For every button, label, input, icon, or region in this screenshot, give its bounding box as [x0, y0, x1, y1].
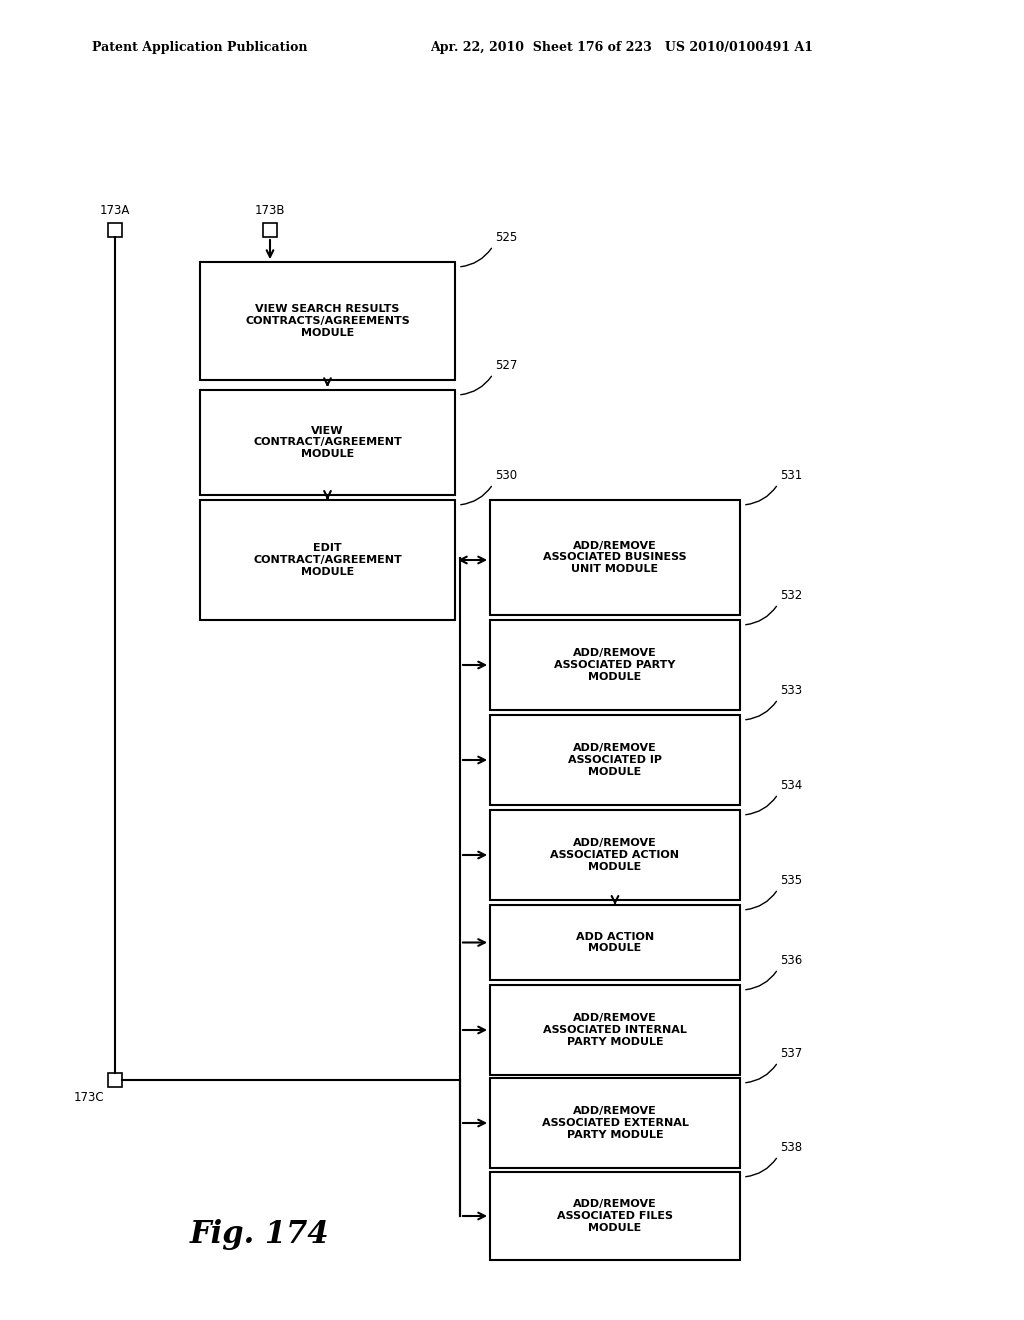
- Text: VIEW
CONTRACT/AGREEMENT
MODULE: VIEW CONTRACT/AGREEMENT MODULE: [253, 426, 401, 459]
- Text: ADD/REMOVE
ASSOCIATED IP
MODULE: ADD/REMOVE ASSOCIATED IP MODULE: [568, 743, 662, 776]
- Text: 536: 536: [780, 954, 802, 968]
- Text: 530: 530: [495, 469, 517, 482]
- Bar: [490, 715, 740, 805]
- Text: 537: 537: [780, 1047, 802, 1060]
- Text: Apr. 22, 2010  Sheet 176 of 223   US 2010/0100491 A1: Apr. 22, 2010 Sheet 176 of 223 US 2010/0…: [430, 41, 813, 54]
- Text: ADD/REMOVE
ASSOCIATED BUSINESS
UNIT MODULE: ADD/REMOVE ASSOCIATED BUSINESS UNIT MODU…: [543, 541, 687, 574]
- Bar: [108, 1073, 122, 1086]
- Bar: [490, 985, 740, 1074]
- Text: 535: 535: [780, 874, 802, 887]
- Text: 531: 531: [780, 469, 802, 482]
- Bar: [490, 1078, 740, 1168]
- Text: ADD/REMOVE
ASSOCIATED PARTY
MODULE: ADD/REMOVE ASSOCIATED PARTY MODULE: [554, 648, 676, 681]
- Bar: [200, 261, 455, 380]
- Bar: [200, 389, 455, 495]
- Text: 173B: 173B: [255, 205, 286, 216]
- Text: ADD/REMOVE
ASSOCIATED FILES
MODULE: ADD/REMOVE ASSOCIATED FILES MODULE: [557, 1200, 673, 1233]
- Bar: [490, 906, 740, 979]
- Text: ADD/REMOVE
ASSOCIATED EXTERNAL
PARTY MODULE: ADD/REMOVE ASSOCIATED EXTERNAL PARTY MOD…: [542, 1106, 688, 1139]
- Text: 527: 527: [495, 359, 517, 372]
- Text: EDIT
CONTRACT/AGREEMENT
MODULE: EDIT CONTRACT/AGREEMENT MODULE: [253, 544, 401, 577]
- Text: VIEW SEARCH RESULTS
CONTRACTS/AGREEMENTS
MODULE: VIEW SEARCH RESULTS CONTRACTS/AGREEMENTS…: [245, 305, 410, 338]
- Text: 173A: 173A: [99, 205, 130, 216]
- Bar: [490, 1172, 740, 1261]
- Bar: [108, 223, 122, 238]
- Text: ADD/REMOVE
ASSOCIATED ACTION
MODULE: ADD/REMOVE ASSOCIATED ACTION MODULE: [551, 838, 680, 871]
- Text: 533: 533: [780, 684, 802, 697]
- Bar: [490, 620, 740, 710]
- Text: 173C: 173C: [74, 1092, 104, 1104]
- Text: Fig. 174: Fig. 174: [190, 1220, 330, 1250]
- Text: Patent Application Publication: Patent Application Publication: [92, 41, 307, 54]
- Text: ADD ACTION
MODULE: ADD ACTION MODULE: [575, 932, 654, 953]
- Bar: [263, 223, 278, 238]
- Bar: [200, 500, 455, 620]
- Text: 532: 532: [780, 589, 802, 602]
- Bar: [490, 500, 740, 615]
- Text: 534: 534: [780, 779, 802, 792]
- Bar: [490, 810, 740, 900]
- Text: 538: 538: [780, 1140, 802, 1154]
- Text: ADD/REMOVE
ASSOCIATED INTERNAL
PARTY MODULE: ADD/REMOVE ASSOCIATED INTERNAL PARTY MOD…: [543, 1014, 687, 1047]
- Text: 525: 525: [495, 231, 517, 244]
